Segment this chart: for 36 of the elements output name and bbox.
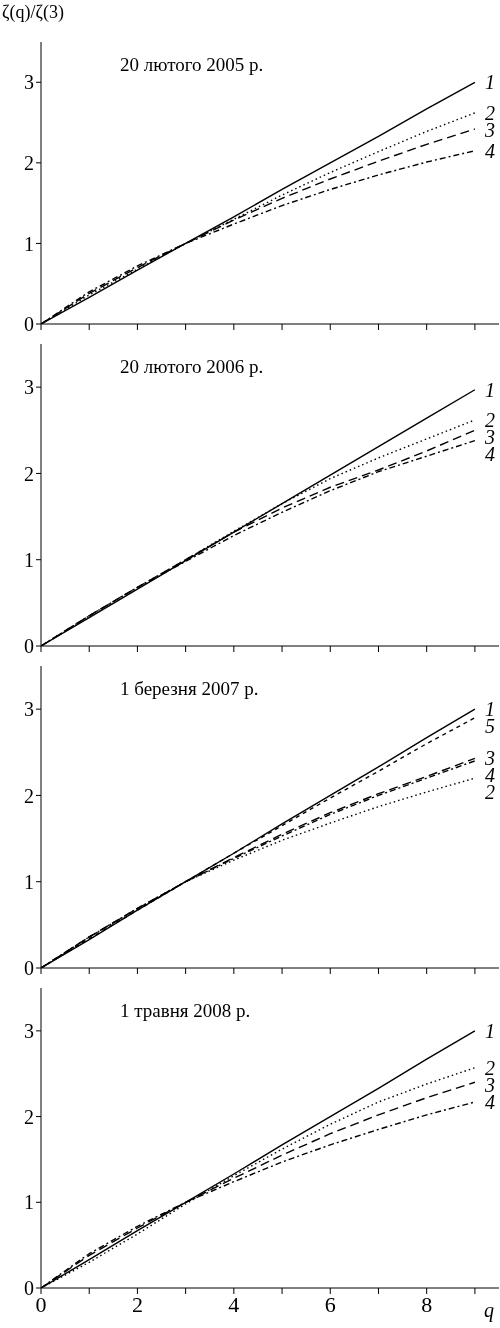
y-tick-label: 3 (24, 71, 34, 94)
y-axis-title: ζ(q)/ζ(3) (2, 2, 64, 23)
series-label: 2 (484, 781, 495, 804)
text: 1 травня 2008 р. (120, 1000, 251, 1022)
y-tick-label: 3 (24, 1019, 34, 1042)
y-tick-label: 3 (24, 698, 34, 721)
text: 20 лютого 2005 р. (120, 54, 264, 76)
y-tick-label: 0 (24, 957, 34, 980)
y-tick-label: 2 (24, 784, 34, 807)
series-label: 2 (484, 1056, 495, 1079)
series-label: 2 (484, 101, 495, 124)
series-label: 1 (484, 1019, 495, 1042)
series-label: 2 (484, 408, 495, 431)
x-tick-label: 6 (324, 1291, 336, 1317)
series-label: 1 (484, 71, 495, 94)
series-label: 1 (484, 378, 495, 401)
y-tick-label: 0 (24, 1277, 34, 1300)
y-tick-label: 0 (24, 313, 34, 336)
y-tick-label: 2 (24, 151, 34, 174)
y-tick-label: 2 (24, 1105, 34, 1128)
x-tick-label: 8 (421, 1291, 433, 1317)
text: 20 лютого 2006 р. (120, 356, 264, 378)
series-label: 5 (484, 715, 495, 738)
y-tick-label: 3 (24, 376, 34, 399)
series-label: 4 (484, 139, 495, 162)
x-tick-label: 2 (131, 1291, 143, 1317)
x-tick-label: 4 (228, 1291, 240, 1317)
text: 1 березня 2007 р. (120, 678, 259, 700)
y-tick-label: 2 (24, 462, 34, 485)
y-tick-label: 1 (24, 1191, 34, 1214)
y-tick-label: 0 (24, 635, 34, 658)
y-tick-label: 1 (24, 548, 34, 571)
series-label: 4 (484, 1091, 495, 1113)
x-axis-title: q (484, 1299, 494, 1322)
y-tick-label: 1 (24, 870, 34, 893)
y-tick-label: 1 (24, 232, 34, 255)
